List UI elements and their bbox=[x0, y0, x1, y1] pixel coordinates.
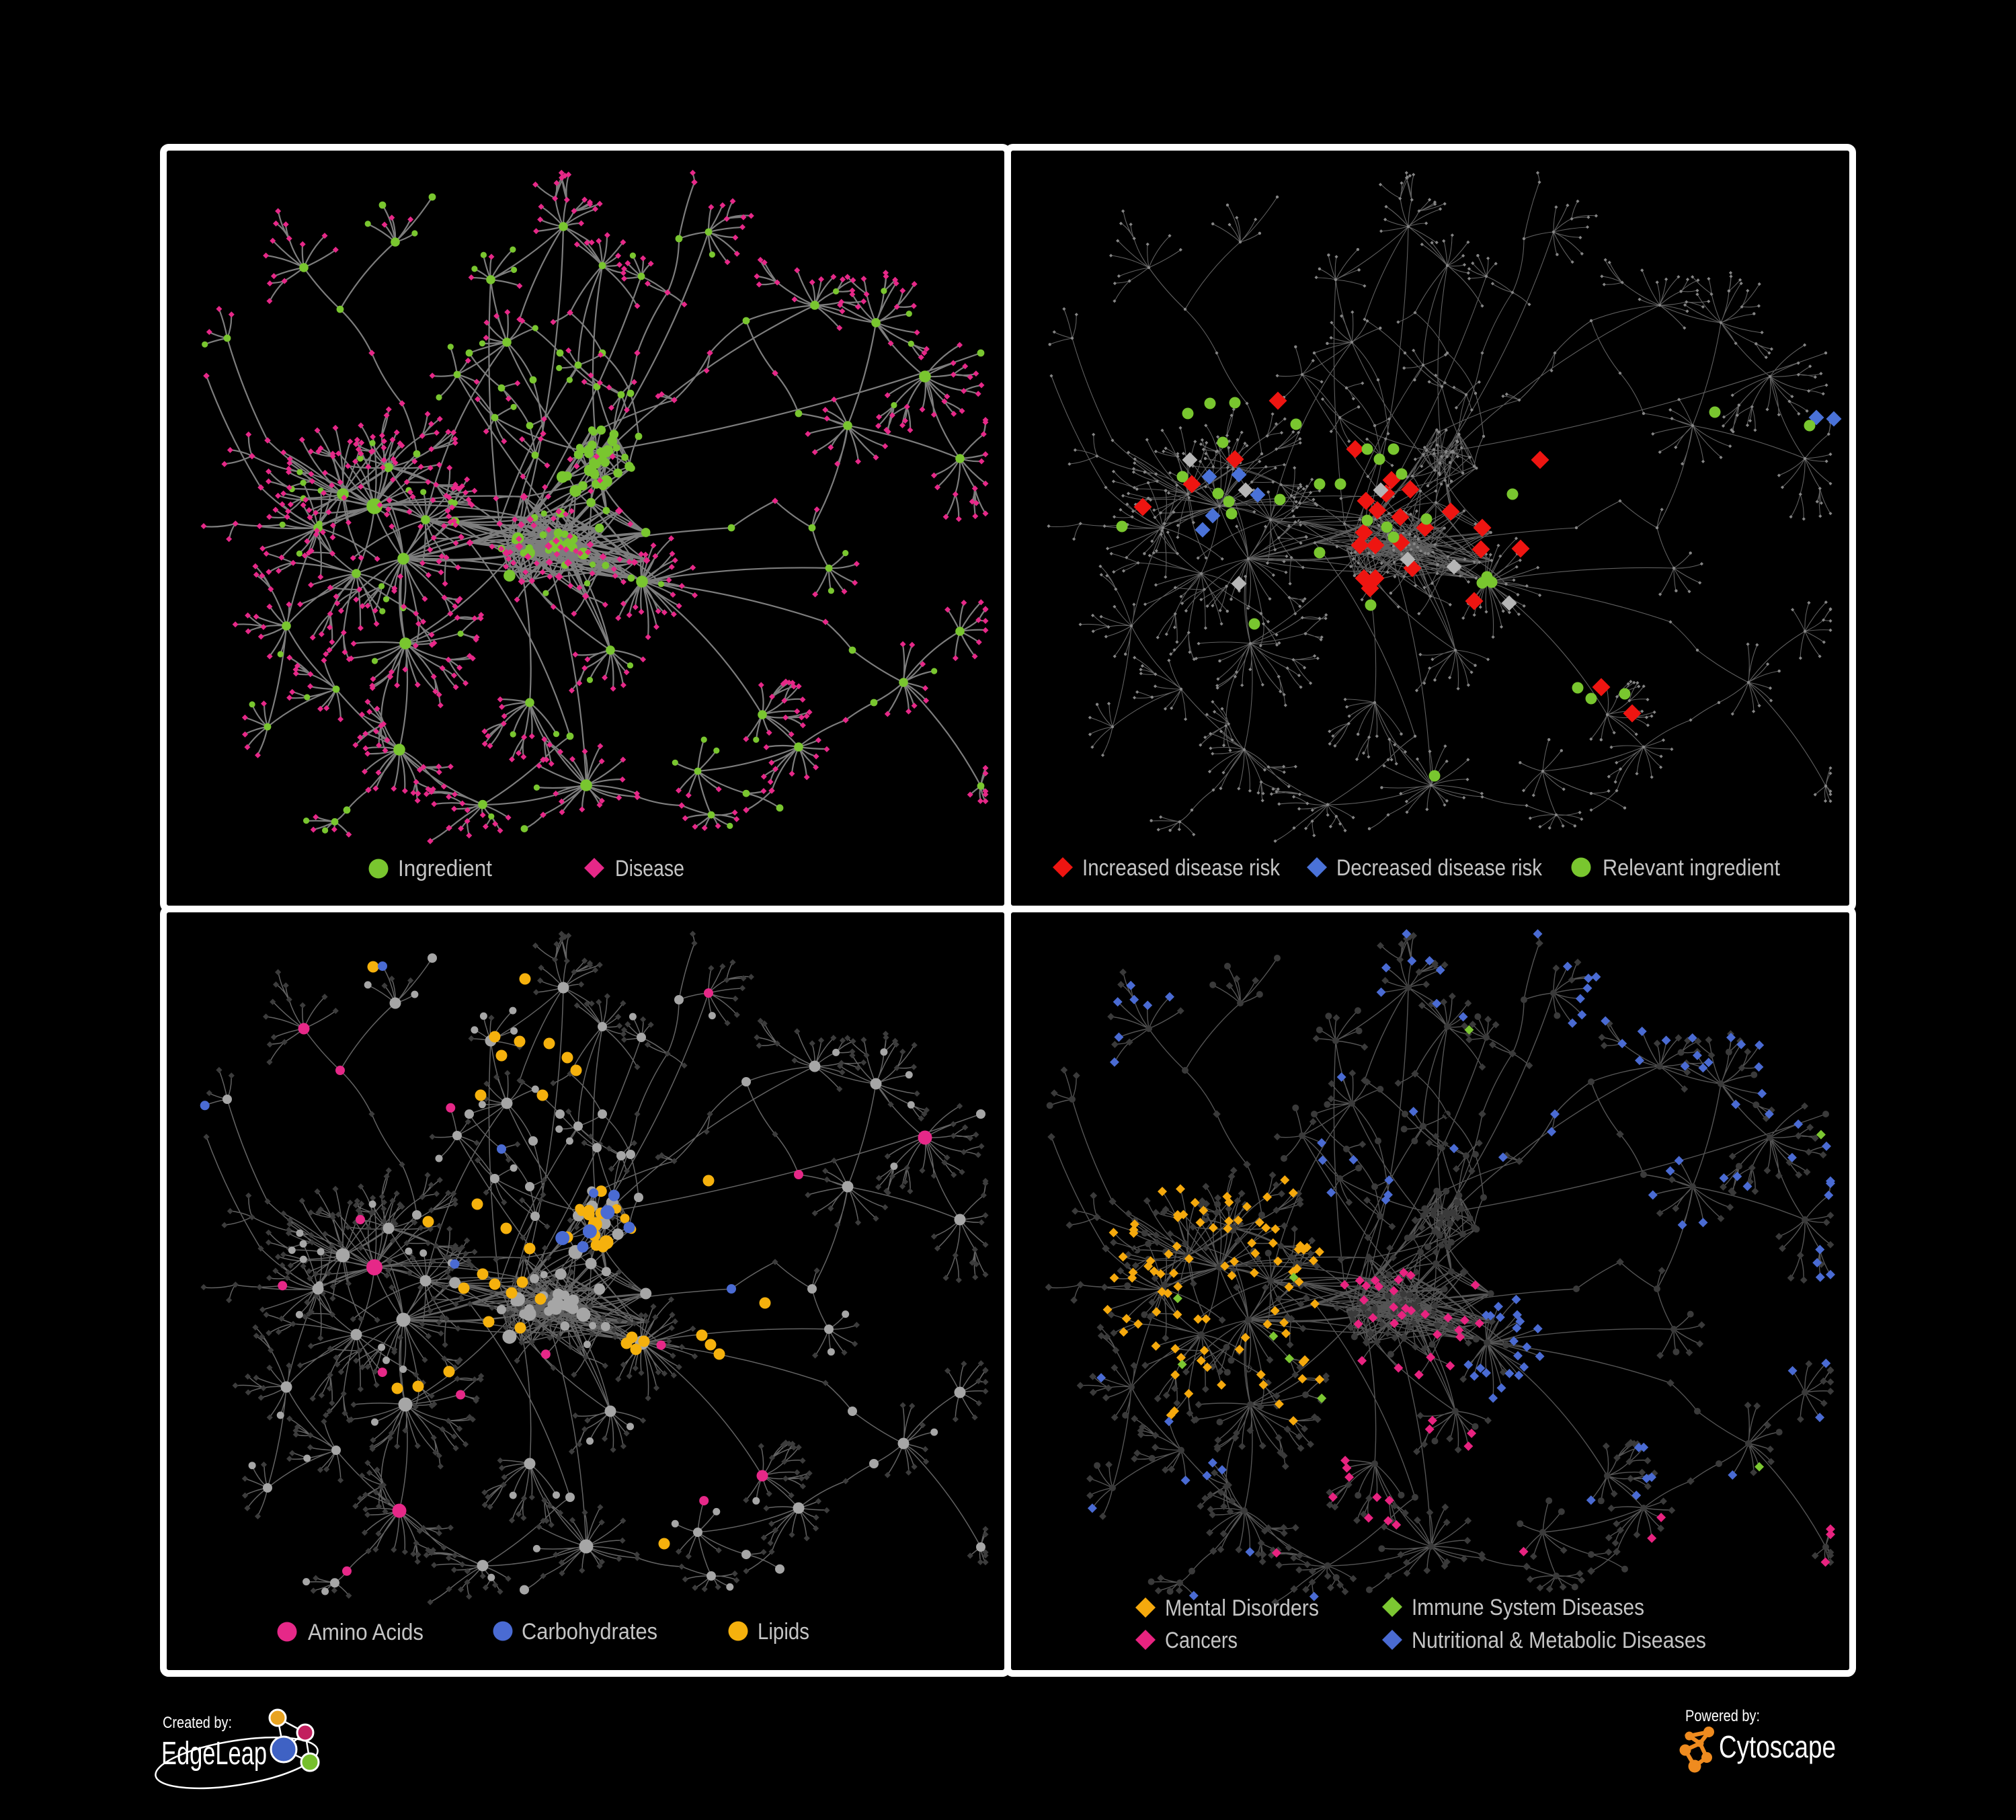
svg-text:Increased disease risk: Increased disease risk bbox=[1082, 855, 1281, 881]
svg-text:Created by:: Created by: bbox=[163, 1714, 232, 1732]
svg-text:Relevant ingredient: Relevant ingredient bbox=[1603, 855, 1780, 881]
svg-text:Cytoscape: Cytoscape bbox=[1719, 1729, 1836, 1764]
svg-text:Powered by:: Powered by: bbox=[1685, 1707, 1760, 1725]
svg-text:Mental Disorders: Mental Disorders bbox=[1165, 1595, 1319, 1621]
svg-text:Amino Acids: Amino Acids bbox=[308, 1620, 424, 1645]
svg-text:Ingredient: Ingredient bbox=[398, 856, 493, 881]
svg-text:EdgeLeap: EdgeLeap bbox=[161, 1736, 267, 1772]
svg-text:Immune System Diseases: Immune System Diseases bbox=[1412, 1595, 1644, 1620]
svg-text:Cancers: Cancers bbox=[1165, 1628, 1238, 1653]
svg-text:Lipids: Lipids bbox=[758, 1619, 809, 1645]
svg-text:Carbohydrates: Carbohydrates bbox=[522, 1619, 657, 1645]
svg-text:Disease: Disease bbox=[615, 856, 684, 881]
svg-text:Nutritional & Metabolic Diseas: Nutritional & Metabolic Diseases bbox=[1412, 1628, 1706, 1653]
svg-text:Decreased disease risk: Decreased disease risk bbox=[1336, 855, 1543, 881]
